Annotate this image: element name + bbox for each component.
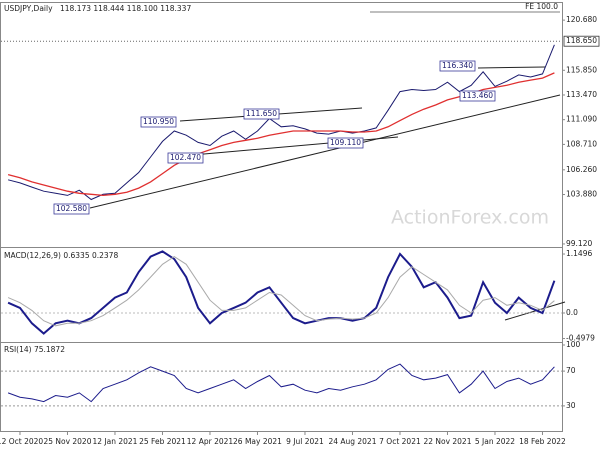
trendline (477, 66, 546, 69)
y-tick-label: 100 (566, 340, 581, 349)
trendline (89, 94, 561, 209)
macd-title: MACD(12,26,9) 0.6335 0.2378 (4, 251, 118, 260)
x-tick-label: 25 Nov 2020 (43, 437, 91, 446)
annotation-box (459, 90, 496, 102)
annotation-box (327, 137, 364, 149)
annotation: 102.580 (56, 204, 87, 213)
y-tick-label: 111.090 (566, 115, 597, 124)
y-tick-label: 99.120 (566, 239, 592, 248)
series-line (7, 363, 555, 403)
last-price-label: 118.650 (566, 36, 597, 45)
x-tick-label: 5 Jan 2022 (475, 437, 515, 446)
y-tick-label: 106.260 (566, 165, 597, 174)
watermark: ActionForex.com (391, 207, 549, 229)
ohlc: 118.173 118.444 118.100 118.337 (60, 4, 191, 13)
annotation: 113.460 (462, 91, 493, 100)
annotation-box (140, 116, 177, 128)
x-tick-label: 12 Jan 2021 (92, 437, 137, 446)
y-tick-label: 0.0 (566, 308, 578, 317)
last-price-box (563, 35, 600, 47)
x-tick-label: 9 Jul 2021 (286, 437, 324, 446)
annotation: 102.470 (170, 153, 201, 162)
chart-title: USDJPY,Daily (4, 4, 53, 13)
y-tick-label: 120.680 (566, 15, 597, 24)
annotation: 116.340 (442, 61, 473, 70)
y-tick-label: 1.1496 (566, 249, 592, 258)
annotation-box (167, 152, 204, 164)
y-tick-label: 108.710 (566, 139, 597, 148)
annotation: 111.650 (246, 109, 277, 118)
x-tick-label: 26 May 2021 (233, 437, 282, 446)
x-tick-label: 24 Aug 2021 (328, 437, 376, 446)
y-tick-label: 70 (566, 366, 576, 375)
annotation: 110.950 (143, 117, 174, 126)
series-line (7, 44, 555, 201)
series-line (7, 256, 555, 327)
annotation-box (53, 203, 90, 215)
annotation-box (439, 60, 476, 72)
x-tick-label: 12 Oct 2020 (0, 437, 43, 446)
y-tick-label: 103.880 (566, 190, 597, 199)
x-tick-label: 22 Nov 2021 (423, 437, 471, 446)
y-tick-label: -0.4979 (566, 334, 595, 343)
y-tick-label: 115.850 (566, 65, 597, 74)
y-tick-label: 113.470 (566, 90, 597, 99)
y-tick-label: 30 (566, 401, 576, 410)
series-line (7, 250, 556, 335)
annotation-box (243, 108, 280, 120)
trendline (504, 301, 566, 321)
x-tick-label: 18 Feb 2022 (519, 437, 566, 446)
x-tick-label: 25 Feb 2021 (139, 437, 186, 446)
fe-label: FE 100.0 (525, 2, 558, 11)
x-tick-label: 12 Apr 2021 (187, 437, 234, 446)
rsi-title: RSI(14) 75.1872 (4, 345, 65, 354)
rsi-panel (0, 342, 563, 432)
annotation: 109.110 (330, 138, 361, 147)
x-tick-label: 7 Oct 2021 (379, 437, 421, 446)
